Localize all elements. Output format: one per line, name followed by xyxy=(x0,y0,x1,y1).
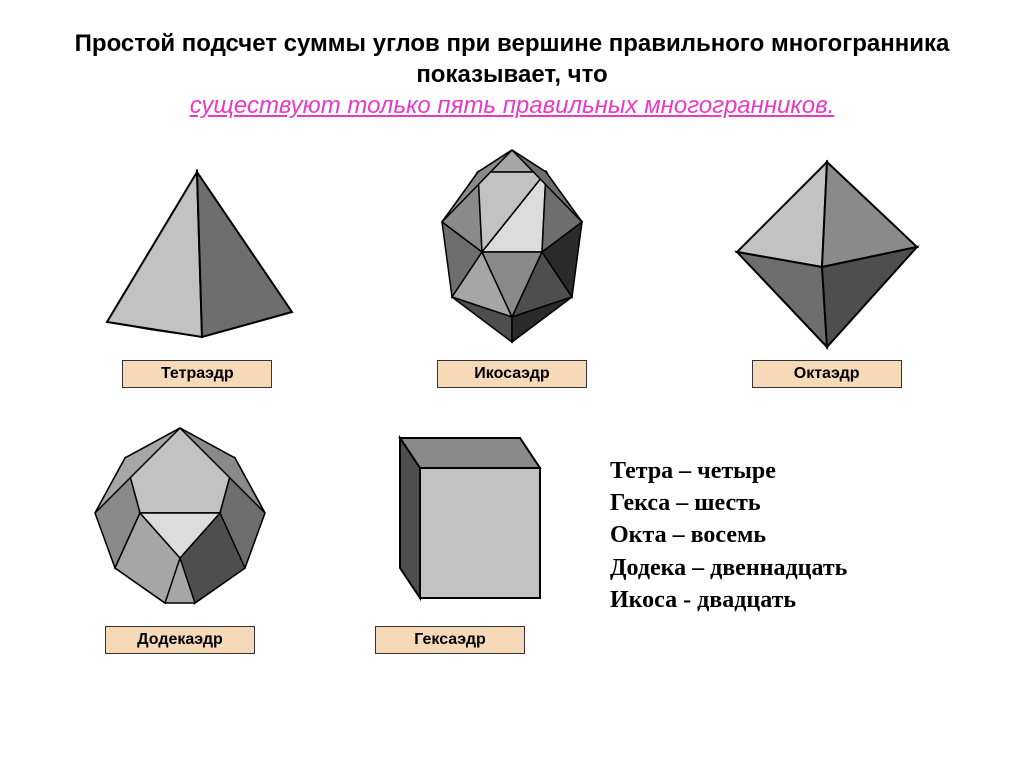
dodecahedron-icon xyxy=(80,418,280,618)
legend-line: Тетра – четыре xyxy=(610,455,847,487)
legend-line: Икоса - двадцать xyxy=(610,584,847,616)
cell-tetrahedron: Тетраэдр xyxy=(57,162,337,388)
label-hexahedron: Гексаэдр xyxy=(375,626,525,654)
row-bottom: Додекаэдр Гексаэдр Тетра – четыре Гекса … xyxy=(0,388,1024,654)
header-line-1: Простой подсчет суммы углов при вершине … xyxy=(70,28,954,90)
label-dodecahedron: Додекаэдр xyxy=(105,626,255,654)
legend-line: Додека – двеннадцать xyxy=(610,552,847,584)
label-tetrahedron: Тетраэдр xyxy=(122,360,272,388)
cell-octahedron: Октаэдр xyxy=(687,152,967,388)
tetrahedron-icon xyxy=(87,162,307,352)
label-icosahedron: Икосаэдр xyxy=(437,360,587,388)
cell-icosahedron: Икосаэдр xyxy=(372,142,652,388)
cell-hexahedron: Гексаэдр xyxy=(330,418,570,654)
octahedron-icon xyxy=(722,152,932,352)
header: Простой подсчет суммы углов при вершине … xyxy=(0,0,1024,132)
icosahedron-icon xyxy=(412,142,612,352)
legend-line: Гекса – шесть xyxy=(610,487,847,519)
hexahedron-icon xyxy=(350,418,550,618)
legend-line: Окта – восемь xyxy=(610,519,847,551)
label-octahedron: Октаэдр xyxy=(752,360,902,388)
row-top: Тетраэдр Икосаэдр Октаэдр xyxy=(0,132,1024,388)
cell-dodecahedron: Додекаэдр xyxy=(60,418,300,654)
header-line-2: существуют только пять правильных многог… xyxy=(70,90,954,121)
legend: Тетра – четыре Гекса – шесть Окта – восе… xyxy=(610,455,847,617)
